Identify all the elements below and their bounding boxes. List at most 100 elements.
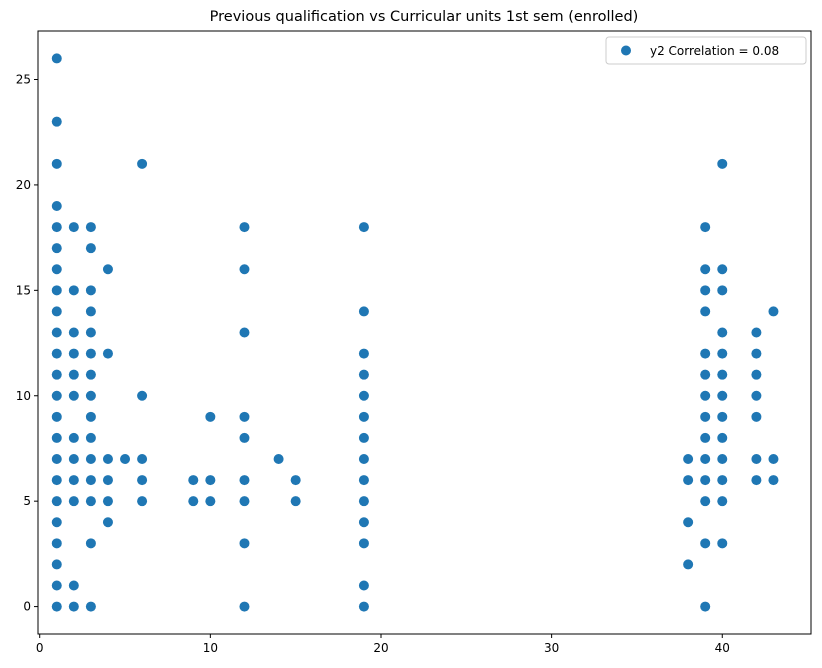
data-point [273, 454, 284, 464]
data-point [68, 285, 79, 296]
legend: y2 Correlation = 0.08 [605, 36, 807, 65]
data-point [717, 369, 728, 380]
data-point [51, 327, 62, 338]
data-point [239, 432, 250, 443]
data-point [51, 411, 62, 422]
data-point [85, 538, 96, 549]
data-point [51, 306, 62, 317]
data-point [137, 496, 148, 507]
data-point [137, 475, 148, 486]
data-point [239, 475, 250, 486]
data-point [290, 496, 301, 507]
x-tick-label: 40 [715, 641, 730, 655]
y-tick-label: 15 [16, 283, 31, 297]
data-point [700, 222, 711, 233]
data-point [358, 580, 369, 591]
data-point [85, 601, 96, 612]
data-point [717, 496, 728, 507]
y-tick-label: 25 [16, 72, 31, 86]
data-point [85, 222, 96, 233]
data-point [358, 475, 369, 486]
data-point [137, 454, 148, 464]
data-point [51, 390, 62, 401]
data-point [51, 201, 62, 211]
data-point [85, 348, 96, 359]
data-point [717, 454, 728, 464]
data-point [717, 158, 728, 169]
data-point [768, 454, 779, 464]
x-tick-label: 10 [203, 641, 218, 655]
data-point [102, 348, 113, 359]
data-point [51, 496, 62, 507]
data-point [717, 390, 728, 401]
data-point [51, 432, 62, 443]
data-point [768, 475, 779, 486]
data-point [68, 475, 79, 486]
data-point [51, 264, 62, 275]
data-point [85, 454, 96, 464]
data-point [68, 390, 79, 401]
data-point [700, 285, 711, 296]
data-point [700, 538, 711, 549]
data-point [68, 454, 79, 464]
data-point [51, 475, 62, 486]
data-point [51, 158, 62, 169]
data-point [717, 538, 728, 549]
data-point [68, 348, 79, 359]
data-point [68, 369, 79, 380]
data-point [51, 243, 62, 254]
data-point [51, 222, 62, 233]
data-point [85, 475, 96, 486]
data-point [717, 432, 728, 443]
data-point [717, 475, 728, 486]
data-point [358, 538, 369, 549]
data-point [700, 264, 711, 275]
data-point [358, 517, 369, 528]
x-tick-label: 0 [36, 641, 44, 655]
legend-box [605, 36, 807, 65]
data-point [205, 475, 216, 486]
data-point [102, 454, 113, 464]
y-tick-label: 10 [16, 389, 31, 403]
data-point [188, 496, 199, 507]
data-point [51, 53, 62, 64]
y-tick-label: 20 [16, 178, 31, 192]
data-point [358, 348, 369, 359]
data-point [120, 454, 131, 464]
data-point [358, 601, 369, 612]
data-point [717, 285, 728, 296]
plot-frame [37, 30, 812, 635]
data-point [683, 517, 694, 528]
data-point [85, 243, 96, 254]
data-point [239, 411, 250, 422]
chart-title: Previous qualification vs Curricular uni… [210, 9, 639, 25]
data-point [205, 496, 216, 507]
data-point [700, 411, 711, 422]
data-point [102, 475, 113, 486]
data-point [51, 601, 62, 612]
legend-label: y2 Correlation = 0.08 [650, 44, 779, 58]
data-point [239, 496, 250, 507]
data-point [239, 222, 250, 233]
data-point [188, 475, 199, 486]
data-point [85, 390, 96, 401]
data-point [239, 264, 250, 275]
data-point [51, 116, 62, 127]
data-point [68, 222, 79, 233]
data-point [68, 580, 79, 591]
points-layer [51, 53, 779, 612]
data-point [358, 411, 369, 422]
data-point [683, 475, 694, 486]
data-point [683, 454, 694, 464]
axes-layer: 0 10 20 30 40 0 5 10 15 20 25 [16, 30, 812, 655]
data-point [751, 327, 762, 338]
data-point [102, 517, 113, 528]
data-point [700, 432, 711, 443]
data-point [290, 475, 301, 486]
data-point [51, 454, 62, 464]
legend-marker [621, 45, 631, 56]
data-point [717, 264, 728, 275]
data-point [717, 348, 728, 359]
